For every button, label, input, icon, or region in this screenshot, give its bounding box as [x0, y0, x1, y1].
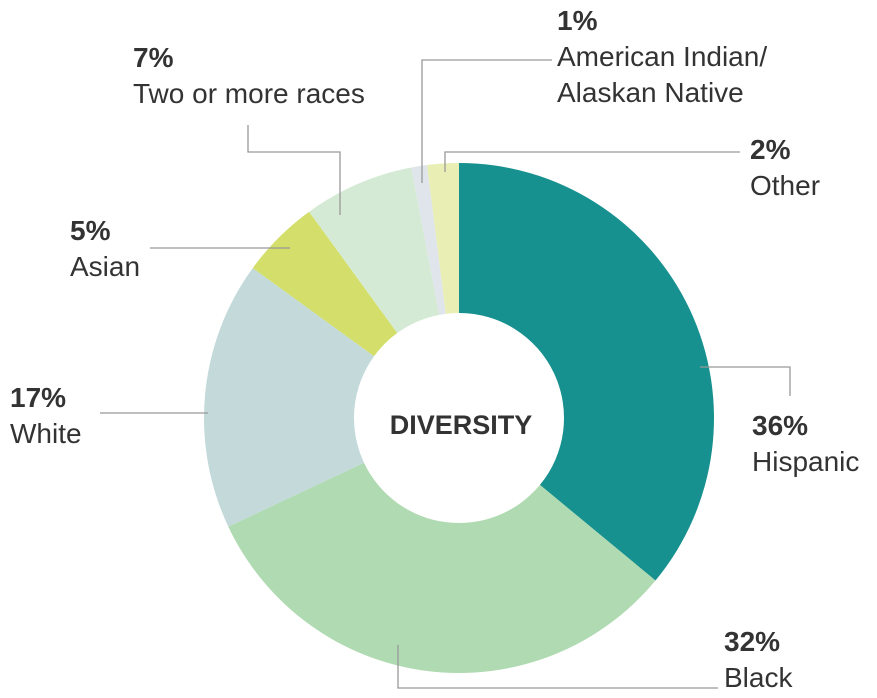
value-label: 1%	[557, 5, 598, 36]
leader-line	[444, 151, 740, 172]
value-label: 7%	[133, 42, 174, 73]
slice-label: 1% American Indian/ Alaskan Native	[557, 3, 837, 111]
slice-label: 36% Hispanic	[752, 408, 877, 480]
slice-label: 17% White	[10, 380, 110, 452]
leader-line	[397, 645, 718, 689]
donut-slice	[427, 163, 459, 314]
donut-slice	[309, 167, 440, 334]
chart-title: DIVERSITY	[390, 410, 533, 440]
donut-slice	[411, 165, 446, 315]
category-label: Asian	[70, 251, 141, 282]
slice-label: 7% Two or more races	[133, 40, 433, 112]
value-label: 17%	[10, 382, 67, 413]
leader-line	[700, 366, 791, 396]
value-label: 2%	[750, 134, 791, 165]
category-label: Hispanic	[752, 446, 860, 477]
slice-label: 2% Other	[750, 132, 870, 204]
category-label: Black	[724, 662, 793, 693]
slice-label: 5% Asian	[70, 213, 170, 285]
category-label: Two or more races	[133, 78, 365, 109]
leader-line	[247, 125, 341, 215]
donut-slice	[204, 268, 375, 527]
category-label: Other	[750, 170, 821, 201]
leader-line	[421, 59, 552, 183]
value-label: 32%	[724, 626, 781, 657]
value-label: 5%	[70, 215, 111, 246]
donut-slice	[228, 462, 656, 674]
donut-slice	[459, 163, 715, 581]
slice-label: 32% Black	[724, 624, 854, 696]
value-label: 36%	[752, 410, 809, 441]
category-label: American Indian/ Alaskan Native	[557, 41, 768, 108]
category-label: White	[10, 418, 82, 449]
